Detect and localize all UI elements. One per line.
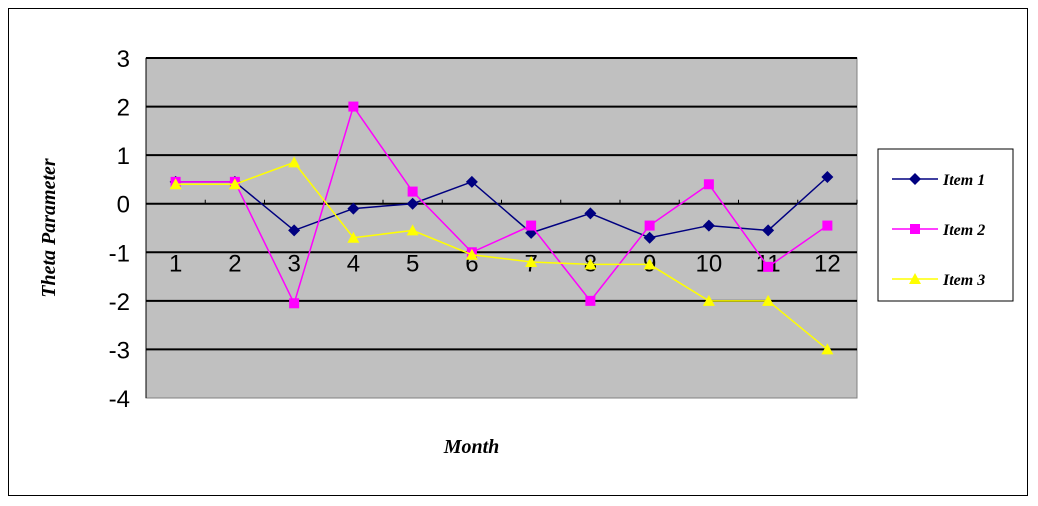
data-point bbox=[822, 220, 833, 231]
y-tick-label: -2 bbox=[109, 289, 130, 316]
data-point bbox=[465, 248, 478, 260]
y-tick-label: 0 bbox=[117, 192, 130, 219]
x-tick-label: 3 bbox=[287, 251, 300, 278]
data-point bbox=[643, 258, 656, 270]
legend-box bbox=[877, 148, 1014, 302]
x-tick-label: 1 bbox=[169, 251, 182, 278]
data-point bbox=[228, 178, 241, 190]
series-item-3 bbox=[169, 156, 834, 355]
series-line bbox=[175, 176, 828, 239]
data-point bbox=[762, 294, 775, 306]
data-point bbox=[644, 220, 655, 231]
data-point bbox=[407, 186, 418, 197]
y-tick-label: 2 bbox=[117, 95, 130, 122]
data-point bbox=[406, 197, 419, 210]
legend-label: Item 2 bbox=[942, 222, 985, 239]
data-point bbox=[465, 175, 478, 188]
x-tick-label: 4 bbox=[347, 251, 360, 278]
data-point bbox=[584, 207, 597, 220]
data-point bbox=[821, 171, 834, 183]
data-point bbox=[763, 261, 774, 272]
data-point bbox=[762, 224, 775, 237]
data-point bbox=[584, 258, 597, 270]
data-point bbox=[643, 231, 656, 244]
data-point bbox=[347, 202, 360, 215]
y-axis-ticks: 3 2 1 0 -1 -2 -3 -4 bbox=[109, 46, 130, 413]
y-tick-label: -1 bbox=[109, 240, 130, 267]
x-tick-label: 10 bbox=[696, 251, 723, 278]
y-tick-label: 3 bbox=[117, 46, 130, 73]
x-tick-label: 12 bbox=[814, 251, 841, 278]
data-point bbox=[347, 231, 360, 243]
x-tick-label: 5 bbox=[406, 251, 419, 278]
data-point bbox=[406, 224, 419, 236]
data-point bbox=[525, 256, 538, 267]
x-axis-title: Month bbox=[443, 436, 500, 458]
data-point bbox=[169, 178, 182, 190]
legend-item: Item 3 bbox=[892, 272, 985, 289]
legend-marker bbox=[909, 173, 921, 185]
data-point bbox=[821, 343, 834, 355]
y-tick-label: -4 bbox=[109, 386, 130, 413]
gridlines bbox=[145, 57, 858, 398]
x-tick-label: 2 bbox=[228, 251, 241, 278]
data-point bbox=[703, 179, 714, 190]
data-point bbox=[702, 219, 715, 232]
legend: Item 1 Item 2 Item 3 bbox=[877, 148, 1014, 302]
legend-item: Item 1 bbox=[892, 172, 985, 189]
data-point bbox=[526, 220, 537, 231]
legend-marker bbox=[909, 273, 921, 284]
y-tick-label: -3 bbox=[109, 337, 130, 364]
data-point bbox=[348, 101, 359, 112]
legend-marker bbox=[910, 224, 920, 234]
y-axis-title: Theta Parameter bbox=[38, 158, 60, 298]
series-line bbox=[175, 104, 828, 306]
data-point bbox=[289, 298, 300, 309]
x-axis-ticks: 123456789101112 bbox=[169, 251, 841, 278]
data-point bbox=[288, 156, 301, 168]
data-point bbox=[288, 224, 301, 237]
data-point bbox=[702, 294, 715, 306]
legend-label: Item 1 bbox=[942, 172, 985, 189]
data-point bbox=[585, 295, 596, 306]
plot-area bbox=[145, 57, 858, 399]
legend-label: Item 3 bbox=[942, 272, 985, 289]
series-layer bbox=[169, 101, 834, 355]
series-line bbox=[175, 161, 828, 351]
legend-item: Item 2 bbox=[892, 222, 985, 239]
y-tick-label: 1 bbox=[117, 143, 130, 170]
